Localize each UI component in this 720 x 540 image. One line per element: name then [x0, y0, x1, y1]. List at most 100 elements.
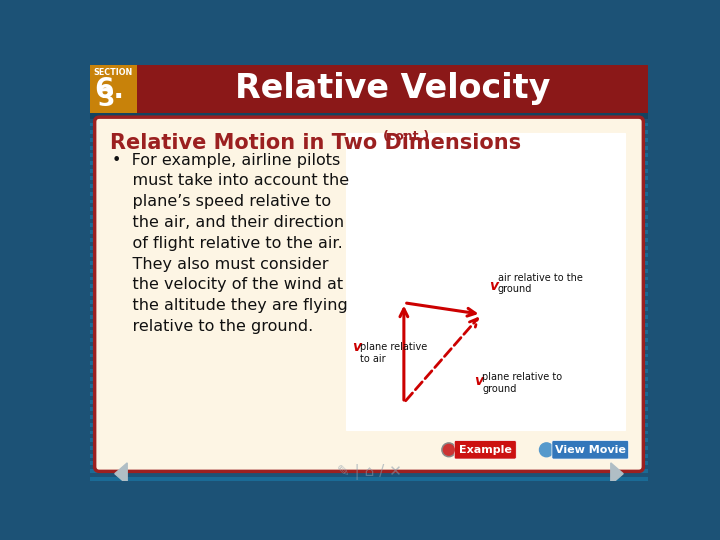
Bar	[90, 469, 648, 473]
Bar	[90, 72, 648, 76]
Circle shape	[539, 443, 554, 457]
Bar	[90, 84, 648, 88]
Text: plane’s speed relative to: plane’s speed relative to	[112, 194, 330, 209]
Bar	[90, 388, 648, 392]
Bar	[90, 103, 648, 107]
Bar	[90, 454, 648, 457]
Bar	[90, 80, 648, 84]
Bar	[90, 161, 648, 165]
Bar	[90, 342, 648, 346]
Bar	[90, 168, 648, 173]
Bar	[90, 76, 648, 80]
Bar	[346, 132, 625, 430]
Text: air relative to the
ground: air relative to the ground	[498, 273, 582, 294]
Bar	[90, 257, 648, 261]
Bar	[90, 446, 648, 450]
Text: Example: Example	[459, 445, 512, 455]
Bar	[90, 157, 648, 161]
Bar	[90, 142, 648, 146]
Bar	[90, 119, 648, 123]
Bar	[90, 65, 648, 112]
Bar	[90, 188, 648, 192]
Bar	[90, 92, 648, 96]
Text: plane relative
to air: plane relative to air	[361, 342, 428, 363]
Bar	[90, 346, 648, 350]
Text: must take into account the: must take into account the	[112, 173, 348, 188]
Bar	[90, 111, 648, 115]
Bar	[90, 200, 648, 204]
Bar	[90, 411, 648, 415]
Text: View Movie: View Movie	[555, 445, 626, 455]
Bar	[90, 276, 648, 280]
Bar	[90, 330, 648, 334]
Bar	[90, 107, 648, 111]
Polygon shape	[611, 463, 624, 484]
Bar	[90, 315, 648, 319]
Bar	[90, 153, 648, 157]
Bar	[90, 438, 648, 442]
Bar	[90, 222, 648, 226]
Bar	[90, 369, 648, 373]
Bar	[90, 408, 648, 411]
Bar	[90, 69, 648, 72]
Bar	[90, 249, 648, 253]
FancyBboxPatch shape	[454, 441, 516, 459]
Bar	[90, 373, 648, 377]
Bar	[90, 288, 648, 292]
Bar	[90, 303, 648, 307]
Bar	[90, 134, 648, 138]
Bar	[90, 65, 137, 112]
Bar	[90, 300, 648, 303]
Text: the altitude they are flying: the altitude they are flying	[112, 298, 348, 313]
Bar	[90, 192, 648, 195]
Bar	[90, 365, 648, 369]
Bar	[90, 207, 648, 211]
Bar	[90, 269, 648, 273]
Text: the velocity of the wind at: the velocity of the wind at	[112, 278, 343, 292]
Text: of flight relative to the air.: of flight relative to the air.	[112, 236, 343, 251]
Bar	[90, 123, 648, 126]
Bar	[90, 265, 648, 269]
Bar	[90, 384, 648, 388]
Bar	[90, 115, 648, 119]
Bar	[90, 396, 648, 400]
Bar	[90, 319, 648, 323]
Bar	[90, 112, 648, 119]
Polygon shape	[114, 463, 127, 484]
Bar	[90, 473, 648, 477]
Bar	[90, 311, 648, 315]
Bar	[90, 165, 648, 168]
Bar	[90, 253, 648, 257]
Bar	[90, 423, 648, 427]
Bar	[90, 465, 648, 469]
Bar	[90, 292, 648, 296]
Bar	[90, 261, 648, 265]
Bar	[90, 180, 648, 184]
Bar	[90, 296, 648, 300]
Bar	[90, 427, 648, 430]
Bar	[90, 461, 648, 465]
Bar	[90, 327, 648, 330]
Bar	[90, 173, 648, 177]
Bar	[90, 392, 648, 396]
Text: $\bfit{v}$: $\bfit{v}$	[489, 279, 500, 293]
Text: (cont.): (cont.)	[383, 130, 430, 143]
Bar	[90, 146, 648, 150]
Bar	[90, 211, 648, 215]
Bar	[90, 450, 648, 454]
Bar	[90, 184, 648, 188]
Text: They also must consider: They also must consider	[112, 256, 328, 272]
Bar	[90, 419, 648, 423]
Bar	[90, 126, 648, 130]
Bar	[90, 130, 648, 134]
Bar	[90, 231, 648, 234]
Bar	[90, 415, 648, 419]
Bar	[90, 234, 648, 238]
Text: the air, and their direction: the air, and their direction	[112, 215, 344, 230]
FancyBboxPatch shape	[94, 117, 644, 471]
Bar	[90, 338, 648, 342]
Bar	[90, 273, 648, 276]
Bar	[90, 307, 648, 311]
Text: 3: 3	[98, 87, 115, 111]
Text: $\bfit{v}$: $\bfit{v}$	[474, 374, 485, 388]
